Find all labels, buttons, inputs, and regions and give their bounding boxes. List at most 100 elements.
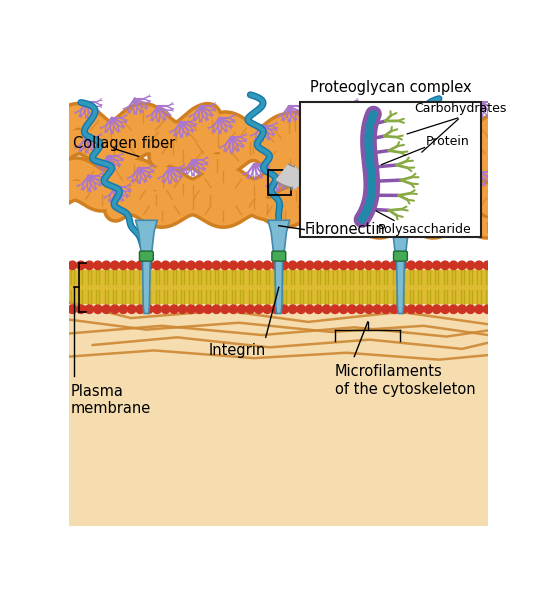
Circle shape [314, 305, 322, 313]
Circle shape [381, 261, 390, 269]
Circle shape [339, 305, 348, 313]
Circle shape [110, 261, 119, 269]
Circle shape [449, 261, 458, 269]
Circle shape [238, 305, 246, 313]
Circle shape [271, 305, 280, 313]
Circle shape [288, 305, 297, 313]
Circle shape [127, 261, 136, 269]
Circle shape [339, 261, 348, 269]
Text: Protein: Protein [426, 135, 469, 148]
Circle shape [246, 261, 255, 269]
Circle shape [102, 261, 110, 269]
Circle shape [449, 305, 458, 313]
Circle shape [441, 305, 449, 313]
Circle shape [441, 261, 449, 269]
Polygon shape [390, 220, 411, 259]
Text: Carbohydrates: Carbohydrates [415, 102, 506, 115]
Text: Microfilaments
of the cytoskeleton: Microfilaments of the cytoskeleton [335, 364, 475, 397]
Circle shape [322, 261, 331, 269]
Circle shape [399, 261, 407, 269]
Circle shape [390, 305, 399, 313]
Circle shape [263, 305, 271, 313]
Circle shape [322, 305, 331, 313]
Text: Collagen fiber: Collagen fiber [73, 136, 176, 151]
Circle shape [85, 305, 94, 313]
Circle shape [170, 261, 178, 269]
Circle shape [127, 305, 136, 313]
Polygon shape [268, 220, 289, 259]
Bar [268, 170, 291, 195]
Circle shape [85, 261, 94, 269]
Circle shape [331, 261, 339, 269]
Circle shape [187, 305, 195, 313]
Circle shape [381, 305, 390, 313]
Circle shape [356, 261, 364, 269]
Text: Integrin: Integrin [208, 343, 266, 359]
Circle shape [94, 261, 102, 269]
Circle shape [203, 305, 212, 313]
Circle shape [255, 261, 263, 269]
FancyBboxPatch shape [272, 251, 286, 261]
Circle shape [77, 305, 85, 313]
Circle shape [305, 305, 314, 313]
Circle shape [145, 305, 153, 313]
Circle shape [136, 261, 145, 269]
Polygon shape [275, 259, 283, 313]
Circle shape [221, 261, 229, 269]
Circle shape [246, 305, 255, 313]
Circle shape [195, 261, 203, 269]
Circle shape [424, 261, 432, 269]
Circle shape [475, 305, 483, 313]
Text: Proteoglycan complex: Proteoglycan complex [310, 80, 472, 95]
Circle shape [390, 261, 399, 269]
Circle shape [119, 305, 127, 313]
Circle shape [364, 305, 373, 313]
Circle shape [356, 305, 364, 313]
Circle shape [255, 305, 263, 313]
Circle shape [178, 261, 187, 269]
Circle shape [475, 261, 483, 269]
Circle shape [178, 305, 187, 313]
Circle shape [399, 305, 407, 313]
Circle shape [212, 305, 221, 313]
Circle shape [136, 305, 145, 313]
Circle shape [229, 305, 238, 313]
Circle shape [153, 261, 162, 269]
Bar [70, 262, 489, 526]
Text: Plasma
membrane: Plasma membrane [71, 384, 151, 416]
Polygon shape [143, 259, 150, 313]
Circle shape [297, 305, 305, 313]
Bar [300, 102, 481, 237]
Circle shape [458, 261, 466, 269]
Circle shape [102, 305, 110, 313]
Circle shape [432, 305, 441, 313]
Circle shape [153, 305, 162, 313]
Circle shape [187, 261, 195, 269]
FancyBboxPatch shape [139, 251, 153, 261]
Circle shape [424, 305, 432, 313]
Circle shape [373, 261, 381, 269]
Circle shape [162, 261, 170, 269]
Circle shape [432, 261, 441, 269]
Circle shape [77, 261, 85, 269]
Circle shape [280, 261, 288, 269]
Circle shape [280, 305, 288, 313]
Circle shape [263, 261, 271, 269]
Circle shape [297, 261, 305, 269]
Text: Polysaccharide: Polysaccharide [378, 223, 471, 236]
FancyBboxPatch shape [393, 251, 407, 261]
FancyArrowPatch shape [275, 163, 310, 191]
Circle shape [238, 261, 246, 269]
Circle shape [416, 305, 424, 313]
Circle shape [162, 305, 170, 313]
Circle shape [305, 261, 314, 269]
Circle shape [407, 305, 416, 313]
Circle shape [68, 305, 77, 313]
Polygon shape [397, 259, 404, 313]
Circle shape [170, 305, 178, 313]
Circle shape [119, 261, 127, 269]
Circle shape [458, 305, 466, 313]
Circle shape [94, 305, 102, 313]
Bar [70, 71, 489, 262]
Circle shape [364, 261, 373, 269]
